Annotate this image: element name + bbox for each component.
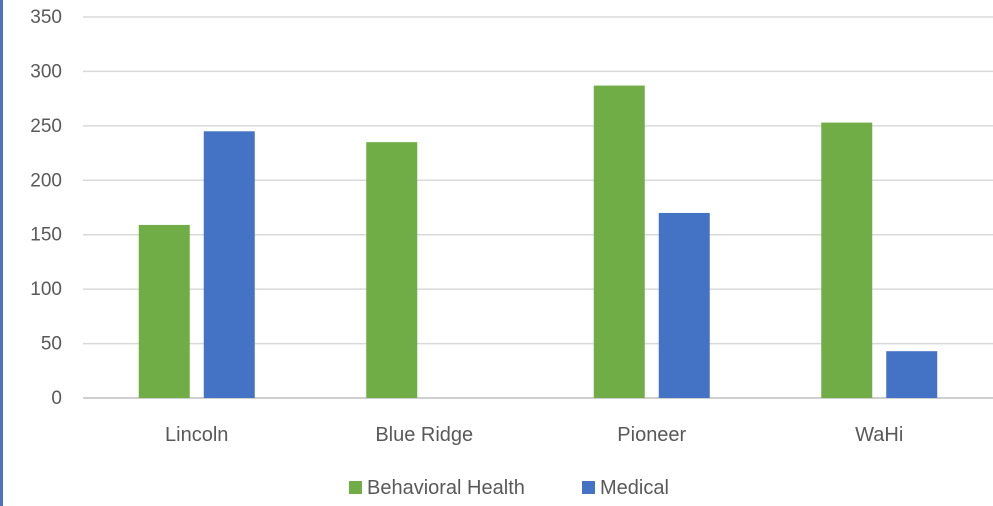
legend-swatch [582, 481, 595, 494]
x-category-label: Lincoln [165, 424, 228, 446]
y-tick-label: 250 [30, 116, 62, 137]
left-border [0, 0, 3, 506]
bar [366, 142, 418, 398]
bar [593, 85, 645, 398]
legend-label: Medical [600, 477, 669, 499]
y-tick-label: 150 [30, 225, 62, 246]
legend-swatch [349, 481, 362, 494]
y-tick-label: 100 [30, 279, 62, 300]
x-category-label: WaHi [855, 424, 903, 446]
y-tick-label: 200 [30, 170, 62, 191]
bar [821, 122, 873, 398]
bar [658, 212, 710, 398]
x-category-label: Pioneer [617, 424, 686, 446]
legend: Behavioral Health Medical [349, 477, 669, 499]
legend-label: Behavioral Health [367, 477, 525, 499]
x-category-label: Blue Ridge [375, 424, 473, 446]
y-tick-label: 0 [51, 388, 62, 409]
y-axis: 0 50 100 150 200 250 300 350 [30, 7, 62, 409]
bars [138, 85, 938, 399]
x-axis: Lincoln Blue Ridge Pioneer WaHi [165, 424, 903, 446]
bar [886, 351, 938, 398]
bar [203, 131, 255, 399]
bar [138, 224, 190, 398]
y-tick-label: 50 [41, 334, 62, 355]
y-tick-label: 300 [30, 61, 62, 82]
y-tick-label: 350 [30, 7, 62, 28]
